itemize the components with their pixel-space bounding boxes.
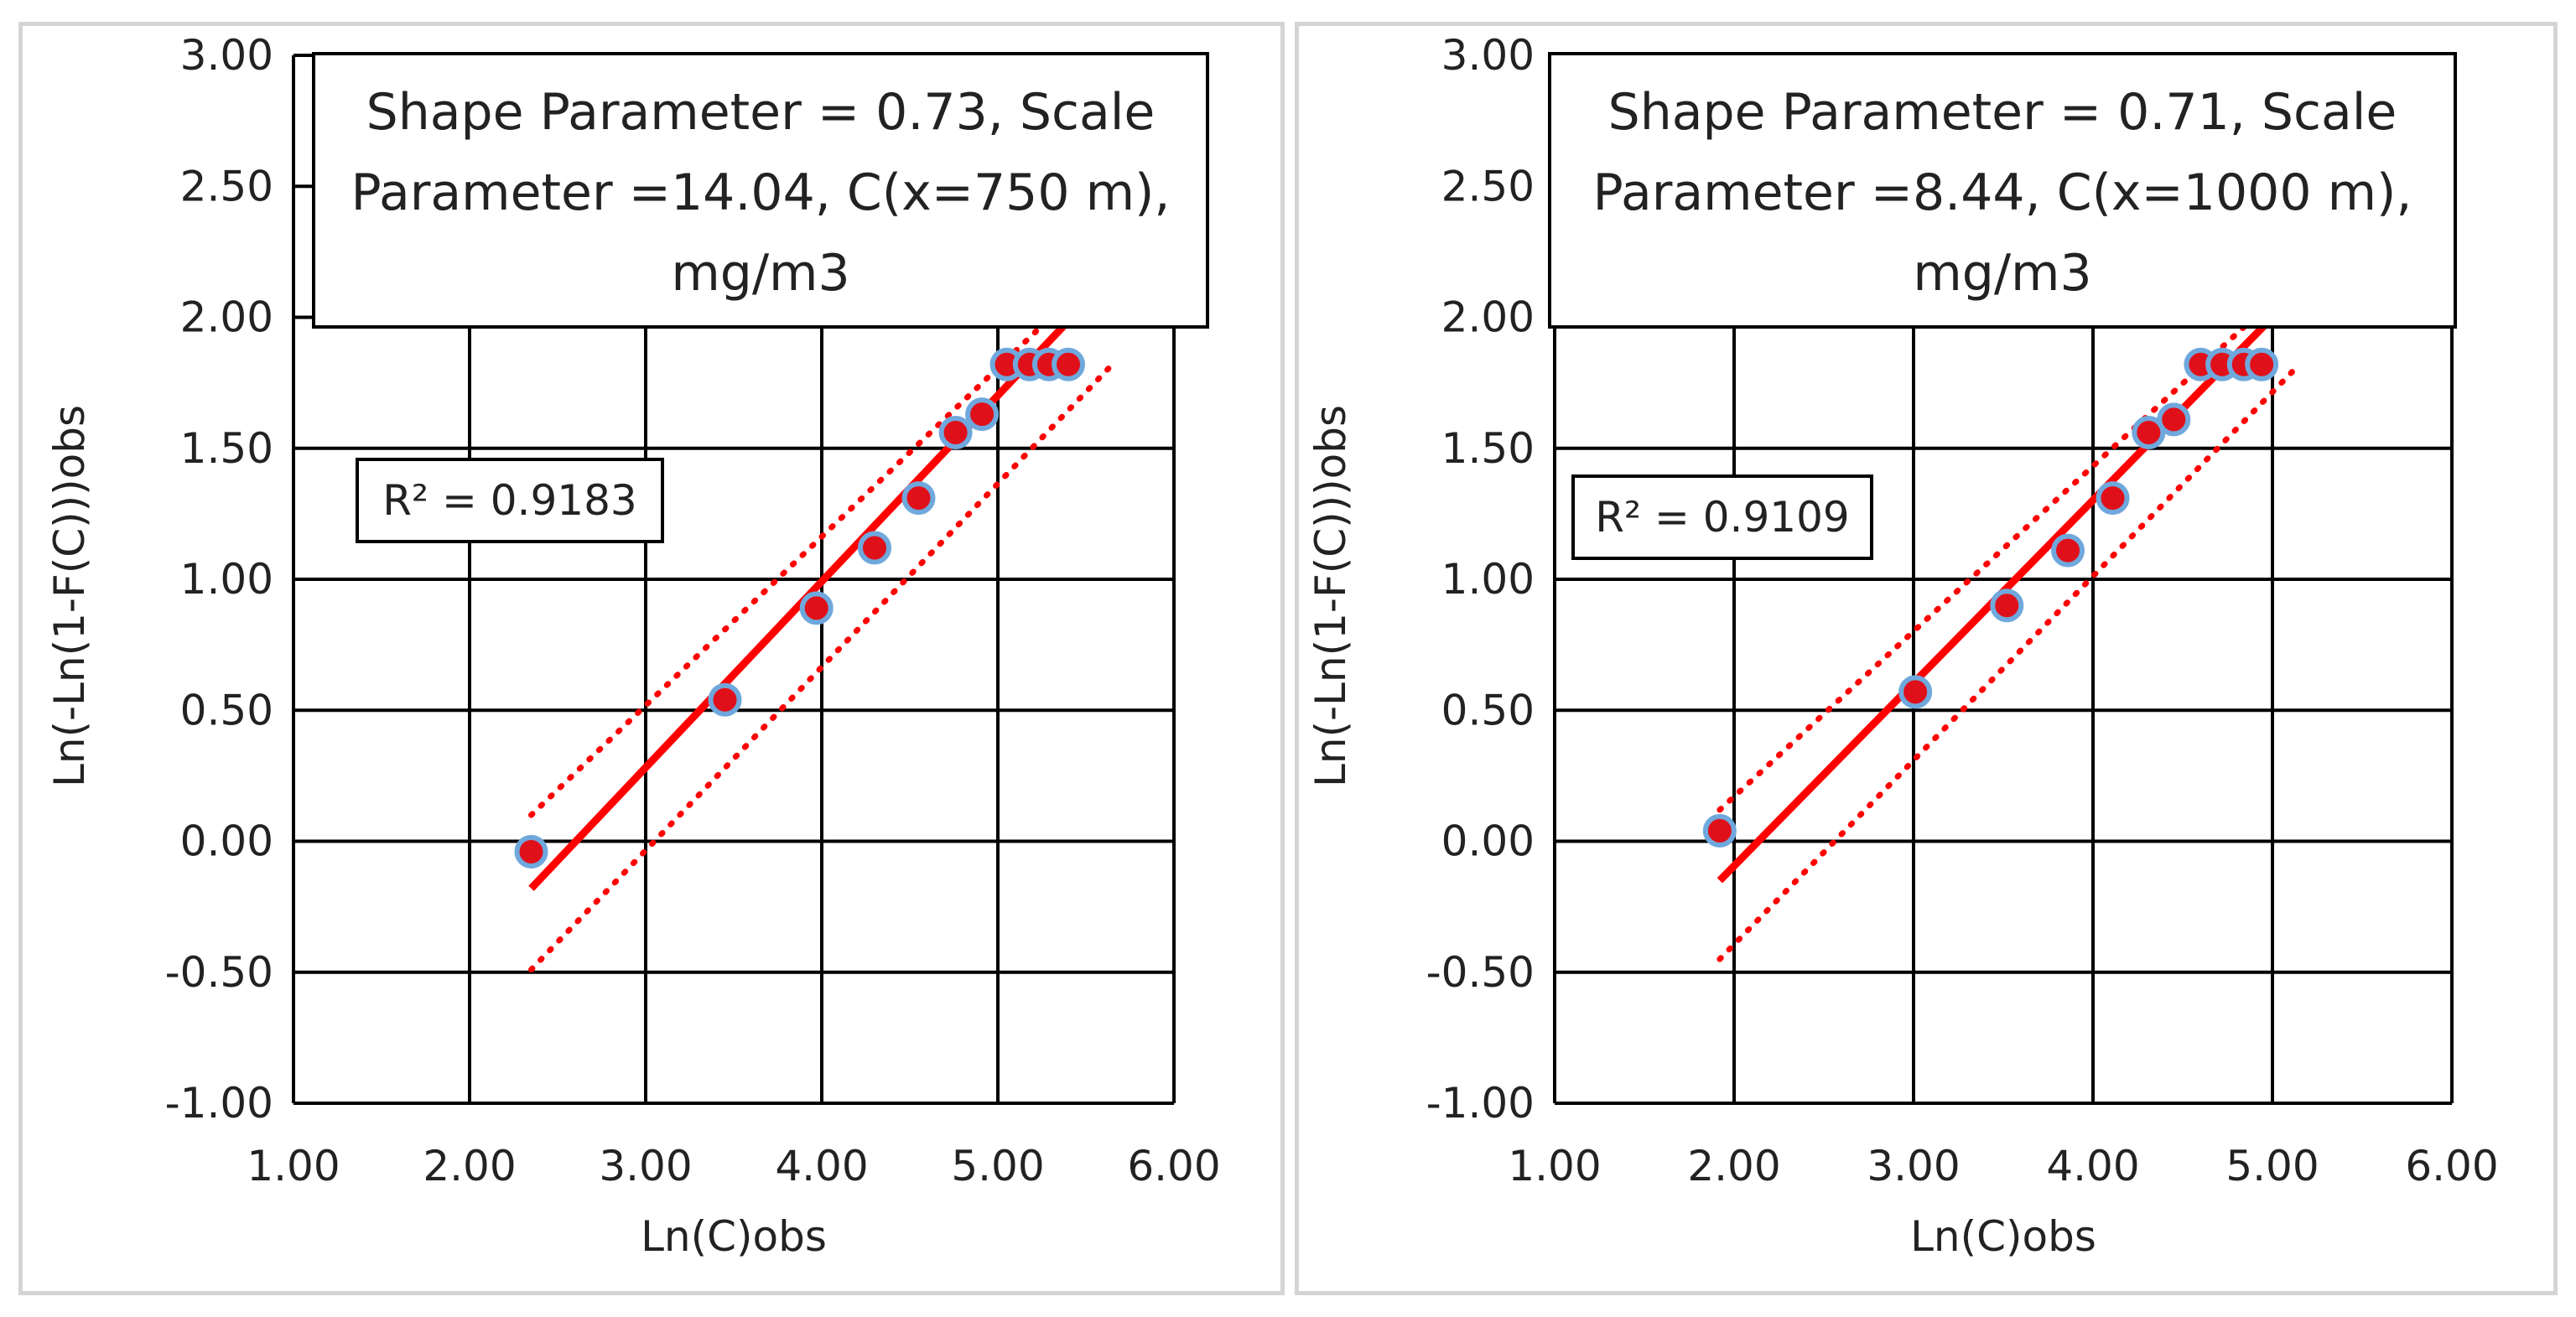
y-tick-label: 0.50 xyxy=(180,686,273,734)
y-tick-label: 0.00 xyxy=(1441,817,1535,866)
x-tick-label: 6.00 xyxy=(1127,1142,1220,1190)
y-tick-label: 2.00 xyxy=(180,293,273,342)
x-tick-label: 1.00 xyxy=(1508,1142,1601,1190)
data-point xyxy=(965,397,1000,432)
y-tick-label: -0.50 xyxy=(165,948,273,997)
x-tick-label: 3.00 xyxy=(599,1142,692,1190)
y-tick-label: 2.00 xyxy=(1441,293,1535,342)
data-point xyxy=(2245,347,2279,381)
x-tick-label: 5.00 xyxy=(2225,1142,2319,1190)
parameter-annotation-line: mg/m3 xyxy=(1913,244,2091,303)
y-tick-label: 1.00 xyxy=(1441,555,1535,604)
x-tick-label: 4.00 xyxy=(2046,1142,2139,1190)
data-point xyxy=(2096,481,2130,516)
r-squared-label: R² = 0.9109 xyxy=(1595,493,1849,542)
y-tick-label: 0.50 xyxy=(1441,686,1535,734)
parameter-annotation-line: mg/m3 xyxy=(671,244,849,303)
lower-confidence-band xyxy=(1716,361,2303,962)
y-tick-label: 1.50 xyxy=(180,424,273,473)
y-tick-label: -1.00 xyxy=(165,1079,273,1128)
x-tick-label: 4.00 xyxy=(775,1142,868,1190)
r-squared-box xyxy=(1571,474,1873,560)
lower-confidence-band xyxy=(528,361,1115,973)
y-tick-label: 1.50 xyxy=(1441,424,1535,473)
x-tick-label: 2.00 xyxy=(423,1142,516,1190)
parameter-annotation-line: Shape Parameter = 0.73, Scale xyxy=(366,83,1156,142)
parameter-annotation-box xyxy=(312,52,1209,329)
data-point xyxy=(514,835,548,868)
r-squared-label: R² = 0.9183 xyxy=(382,476,636,525)
data-point xyxy=(799,591,834,625)
data-point xyxy=(2051,533,2085,568)
parameter-annotation-line: Parameter =14.04, C(x=750 m), xyxy=(351,163,1170,222)
x-tick-label: 2.00 xyxy=(1687,1142,1780,1190)
data-point xyxy=(1052,347,1085,381)
data-point xyxy=(2132,416,2166,449)
x-axis-label: Ln(C)obs xyxy=(641,1212,827,1261)
data-point xyxy=(901,481,936,516)
parameter-annotation-line: Shape Parameter = 0.71, Scale xyxy=(1608,83,2397,142)
data-point xyxy=(858,531,891,565)
data-point xyxy=(1990,589,2024,623)
y-tick-label: 3.00 xyxy=(1441,31,1535,80)
y-tick-label: -0.50 xyxy=(1426,948,1535,997)
y-axis-label: Ln(-Ln(1-F(C)))obs xyxy=(45,405,94,787)
y-tick-label: 1.00 xyxy=(180,555,273,604)
x-axis-label: Ln(C)obs xyxy=(1910,1212,2096,1261)
upper-confidence-band xyxy=(528,314,1054,818)
x-tick-label: 5.00 xyxy=(951,1142,1044,1190)
parameter-annotation-line: Parameter =8.44, C(x=1000 m), xyxy=(1592,163,2412,222)
y-tick-label: -1.00 xyxy=(1426,1079,1535,1128)
r-squared-box xyxy=(356,458,664,543)
data-point xyxy=(708,682,742,717)
y-tick-label: 3.00 xyxy=(180,31,273,80)
data-point xyxy=(1898,675,1933,709)
y-tick-label: 0.00 xyxy=(180,817,273,866)
y-axis-label: Ln(-Ln(1-F(C)))obs xyxy=(1306,405,1355,787)
y-tick-label: 2.50 xyxy=(1441,162,1535,210)
upper-confidence-band xyxy=(1716,314,2258,813)
parameter-annotation-box xyxy=(1548,52,2457,329)
x-tick-label: 1.00 xyxy=(247,1142,340,1190)
x-tick-label: 3.00 xyxy=(1867,1142,1960,1190)
data-point xyxy=(938,416,973,449)
x-tick-label: 6.00 xyxy=(2405,1142,2498,1190)
y-tick-label: 2.50 xyxy=(180,162,273,210)
data-point xyxy=(2157,402,2191,437)
data-point xyxy=(1702,814,1737,848)
